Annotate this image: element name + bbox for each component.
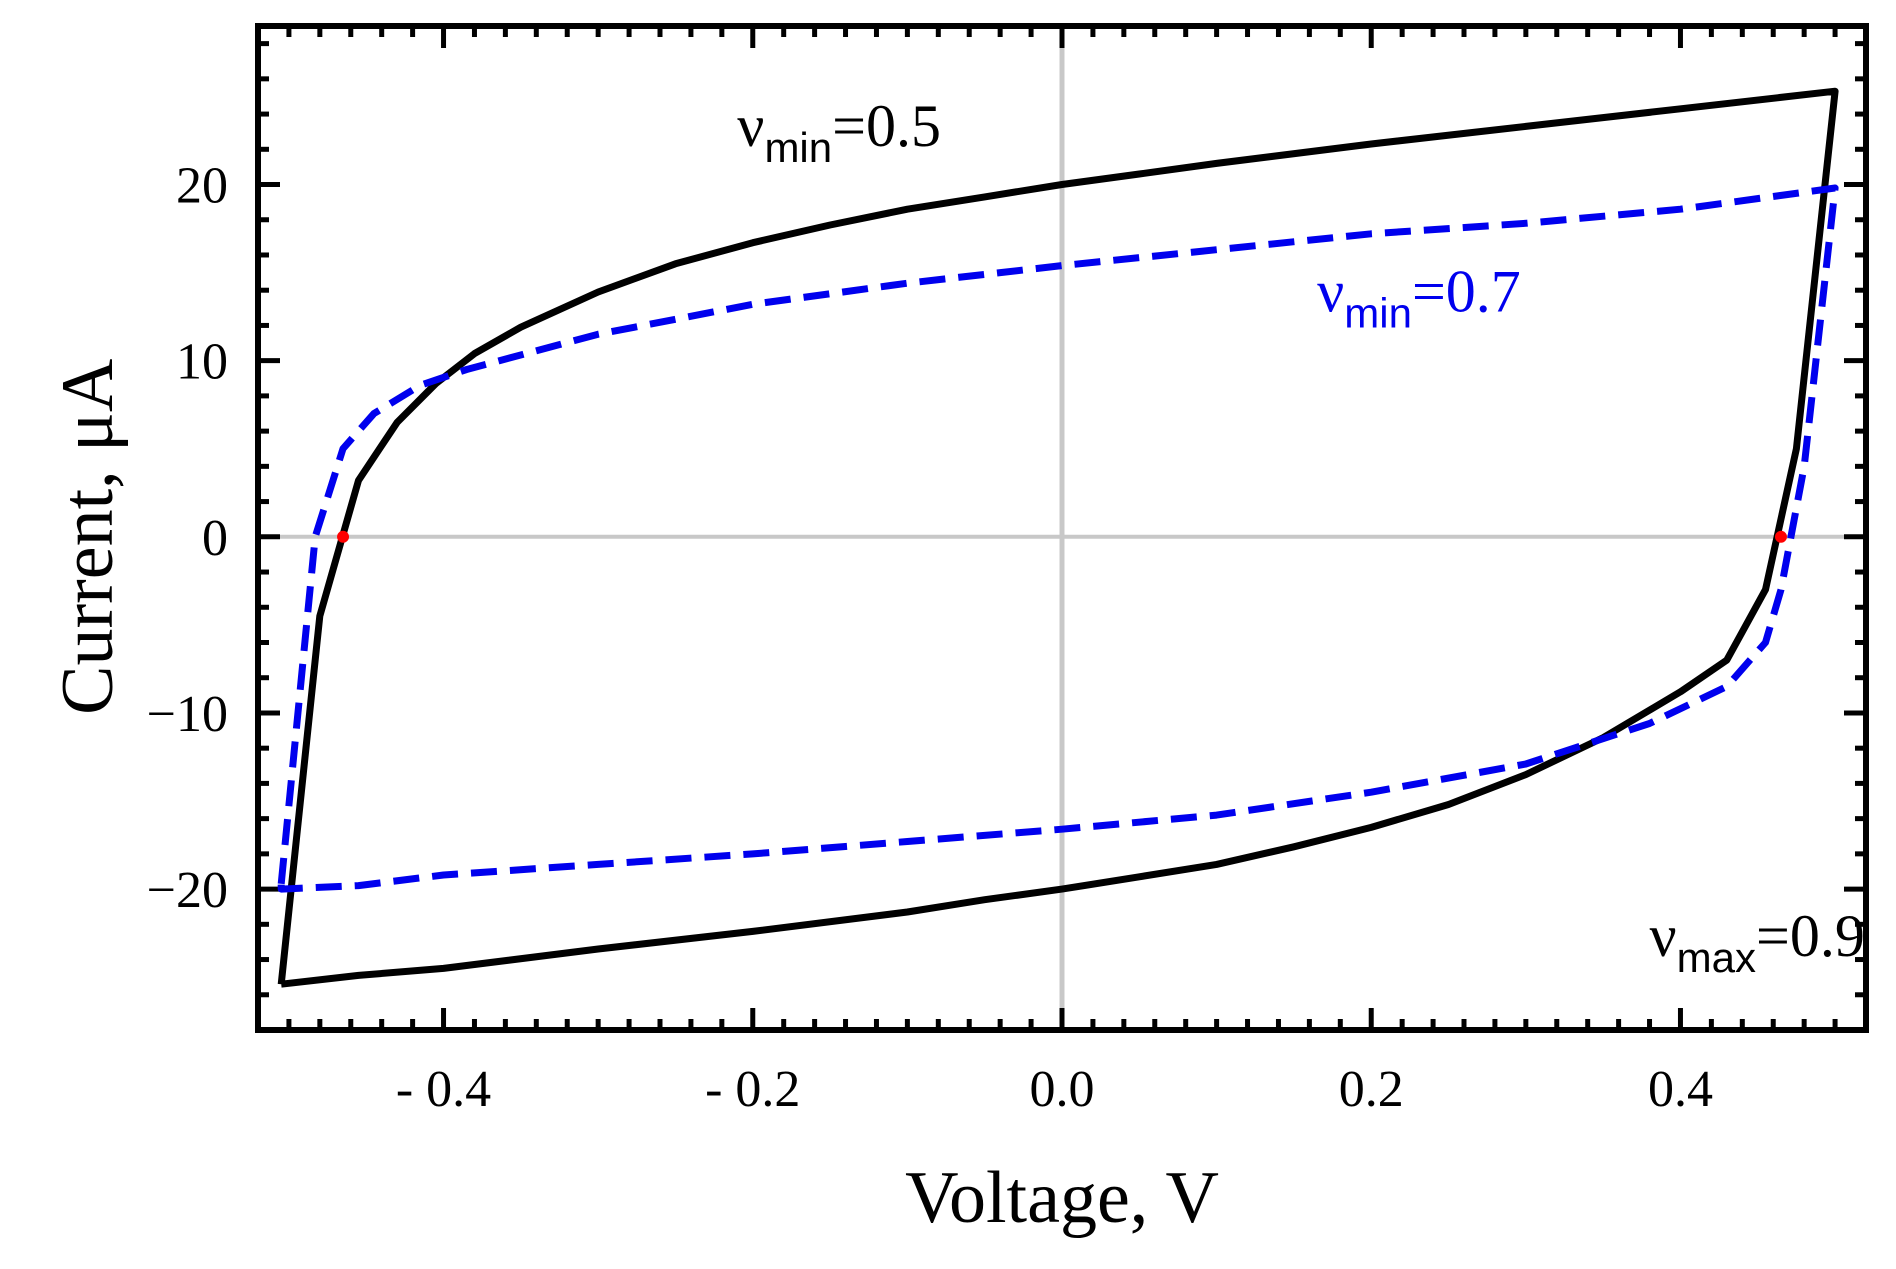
y-tick-label: 0 [202, 510, 228, 567]
annotation-nu: ν [1650, 903, 1677, 969]
series-line-dashed [277, 184, 1839, 893]
x-tick-label: 0.4 [1648, 1061, 1713, 1118]
annotation-subscript: min [764, 124, 832, 171]
x-axis-label: Voltage, V [905, 1157, 1219, 1239]
zero-crossing-marker [337, 530, 350, 543]
y-tick-label: −20 [147, 862, 228, 919]
zero-crossing-marker [1774, 530, 1787, 543]
series-line-solid [277, 87, 1839, 988]
annotation-label: νmin=0.5 [737, 93, 941, 171]
marker-layer [337, 530, 1787, 543]
tick-labels: - 0.4 - 0.2 0.0 0.2 0.4 −20 −10 0 10 20 [147, 158, 1713, 1118]
annotation-value: =0.5 [832, 93, 941, 159]
annotation-label: νmin=0.7 [1317, 258, 1521, 336]
y-tick-label: −10 [147, 686, 228, 743]
series-layer [277, 87, 1839, 988]
annotation-value: =0.7 [1412, 258, 1521, 324]
annotation-label: νmax=0.9 [1650, 903, 1865, 981]
y-tick-label: 10 [176, 334, 228, 391]
annotation-nu: ν [737, 93, 764, 159]
annotation-nu: ν [1317, 258, 1344, 324]
y-axis-label: Current, μA [47, 359, 129, 715]
annotation-subscript: max [1677, 934, 1756, 981]
zero-lines [258, 26, 1866, 1030]
plot-frame [255, 23, 1869, 1033]
x-tick-label: - 0.4 [396, 1061, 491, 1118]
annotation-subscript: min [1344, 289, 1412, 336]
x-tick-label: 0.0 [1030, 1061, 1095, 1118]
y-tick-label: 20 [176, 158, 228, 215]
x-tick-label: - 0.2 [705, 1061, 800, 1118]
x-tick-label: 0.2 [1339, 1061, 1404, 1118]
annotation-value: =0.9 [1756, 903, 1865, 969]
